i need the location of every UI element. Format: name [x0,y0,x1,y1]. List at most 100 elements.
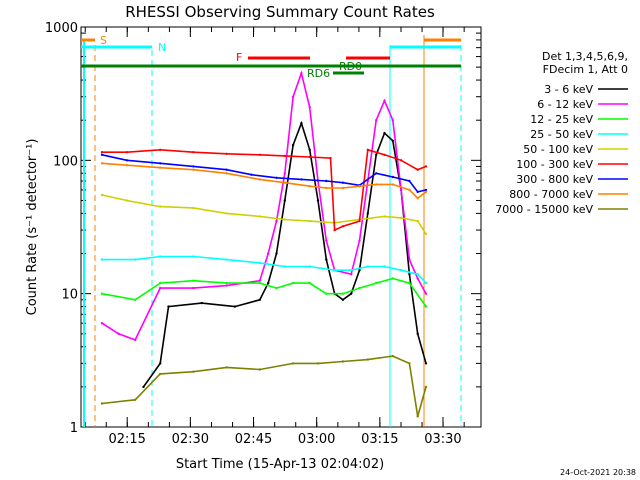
series-point [225,172,228,175]
legend-label: 800 - 7000 keV [509,188,593,201]
series-point [275,252,278,255]
legend-label: 50 - 100 keV [523,143,593,156]
series-point [341,360,345,363]
series-layer [100,70,428,418]
series-point [308,185,311,188]
series-point [366,212,369,215]
series-point [159,162,162,165]
series-point [159,205,162,208]
chart-title: RHESSI Observing Summary Count Rates [125,3,435,21]
series-point [424,232,428,236]
series-point [300,122,303,125]
series-point [275,219,278,223]
legend-label: 3 - 6 keV [544,83,593,96]
series-point [192,206,195,210]
series-point [100,292,104,295]
series-point [117,332,120,335]
series-point [159,362,162,365]
series-100-300-kev [100,148,428,232]
series-point [192,151,195,154]
series-point [159,281,162,285]
series-point [225,212,228,215]
series-point [341,298,345,301]
series-point [375,281,378,285]
series-point [325,292,328,295]
series-point [358,239,361,242]
timestamp: 24-Oct-2021 20:38 [560,468,636,477]
series-point [424,281,428,285]
series-point [267,281,270,285]
series-line [101,70,427,341]
series-point [375,183,378,186]
y-axis: 1 10 100 1000 [45,21,481,436]
series-point [424,190,428,194]
series-point [283,199,286,202]
series-point [325,186,328,190]
series-point [391,277,394,280]
series-point [159,255,162,258]
series-point [391,175,394,179]
series-point [341,292,345,295]
series-point [192,255,195,258]
series-point [366,358,369,361]
series-50-100-kev [100,193,428,236]
series-point [192,279,195,282]
series-point [308,106,311,109]
series-line [101,194,427,235]
event-markers: S N F RD0 RD6 [81,34,462,427]
series-point [291,281,295,285]
series-point [291,362,295,365]
y-tick-label: 1000 [45,21,78,36]
series-point [159,166,162,169]
series-point [134,258,137,261]
series-point [408,362,411,365]
series-point [258,178,261,181]
series-point [100,258,104,261]
series-point [408,258,411,261]
series-point [225,281,228,285]
series-point [283,172,286,175]
series-point [283,265,286,268]
series-point [225,168,228,171]
series-point [283,181,286,184]
series-point [291,95,295,98]
series-point [408,188,411,192]
series-point [200,301,203,305]
series-12-25-kev [100,277,428,308]
series-point [408,179,411,183]
series-point [366,265,369,268]
series-point [159,148,162,151]
series-point [383,215,386,218]
x-tick-label: 02:30 [172,432,209,447]
series-point [358,185,361,188]
series-point [142,385,145,389]
series-point [399,188,403,192]
x-tick-label: 03:00 [298,432,335,447]
series-point [391,183,394,186]
series-line [101,154,427,193]
series-point [424,385,428,389]
series-point [225,284,228,287]
series-300-800-kev [100,153,428,194]
y-tick-label: 1 [70,421,78,436]
series-point [358,286,361,290]
series-point [424,292,428,295]
x-axis: 02:15 02:30 02:45 03:00 03:15 03:30 [84,27,465,447]
series-point [383,265,386,268]
series-point [192,286,195,290]
series-point [275,176,278,179]
rd0-label: RD0 [339,60,362,73]
series-point [167,305,170,308]
legend-label: 7000 - 15000 keV [495,203,593,216]
series-25-50-kev [100,255,428,285]
series-point [416,168,419,171]
series-point [225,258,228,261]
series-point [258,298,261,301]
series-point [416,415,419,418]
series-point [391,139,394,142]
series-point [375,119,378,122]
series-point [399,216,403,220]
series-point [300,178,303,181]
series-point [267,252,270,255]
series-point [258,261,261,265]
